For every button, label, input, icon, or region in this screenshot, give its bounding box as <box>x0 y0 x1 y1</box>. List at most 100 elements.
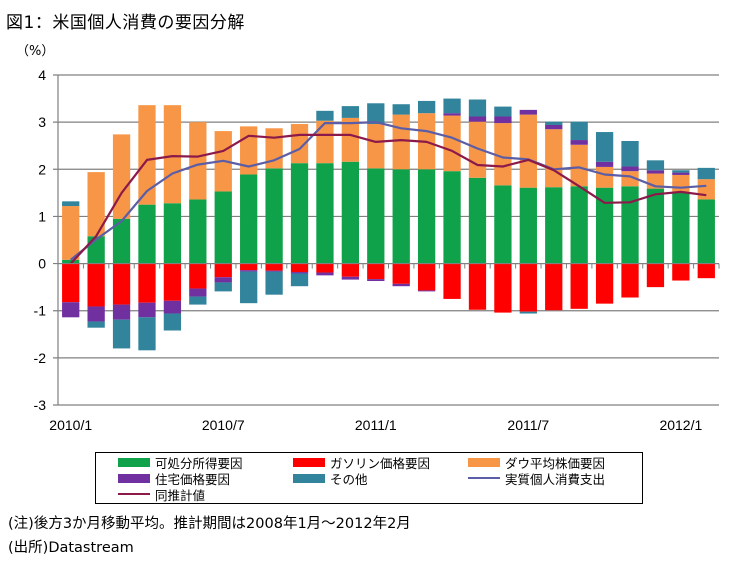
bar-dow <box>138 105 156 205</box>
bar-gasoline <box>545 263 563 311</box>
bar-other <box>62 201 80 207</box>
bar-housing <box>163 300 182 314</box>
bar-housing <box>290 272 309 274</box>
y-tick-label: -3 <box>34 397 47 413</box>
bar-housing <box>367 279 385 282</box>
bar-housing <box>341 276 360 280</box>
bar-dow <box>621 171 639 187</box>
bar-gasoline <box>163 263 182 301</box>
legend-item-estimate: 同推計値 <box>118 486 205 503</box>
bar-other <box>621 141 639 167</box>
bar-housing <box>468 116 487 122</box>
bar-housing <box>392 283 410 287</box>
y-tick-label: -2 <box>34 350 47 366</box>
legend-swatch-dow <box>468 457 500 467</box>
y-tick-label: 2 <box>38 161 46 177</box>
bar-disposable-income <box>417 169 436 264</box>
bar-other <box>214 282 232 292</box>
legend-item-actual: 実質個人消費支出 <box>468 470 606 487</box>
bar-gasoline <box>138 263 156 303</box>
bar-gasoline <box>240 263 258 271</box>
bar-dow <box>112 134 131 219</box>
bar-other <box>570 121 588 141</box>
bar-housing <box>62 302 80 318</box>
bar-other <box>265 271 283 295</box>
bar-disposable-income <box>138 204 156 264</box>
lines <box>69 120 707 265</box>
bar-housing <box>646 170 665 174</box>
bar-gasoline <box>367 263 385 280</box>
bar-disposable-income <box>214 191 232 264</box>
chart-title: 図1：米国個人消費の要因分解 <box>6 13 245 33</box>
bar-dow <box>163 105 182 204</box>
bar-gasoline <box>646 263 665 288</box>
legend-label: ガソリン価格要因 <box>330 455 431 471</box>
bar-housing <box>189 288 207 297</box>
bar-dow <box>519 114 537 188</box>
bar-disposable-income <box>189 199 207 264</box>
bar-gasoline <box>87 263 105 307</box>
bar-other <box>163 313 182 331</box>
legend-swatch-gasoline <box>293 457 325 467</box>
legend-label: 可処分所得要因 <box>155 455 243 471</box>
y-tick-label: 1 <box>38 208 46 224</box>
bar-gasoline <box>392 263 410 284</box>
legend-item-housing: 住宅価格要因 <box>118 470 230 487</box>
x-tick-label: 2010/1 <box>49 417 92 433</box>
bar-dow <box>341 117 360 162</box>
x-tick-label: 2011/7 <box>507 417 549 433</box>
bar-other <box>519 311 537 314</box>
bar-other <box>290 273 309 287</box>
bar-disposable-income <box>519 187 537 264</box>
note-source: (出所)Datastream <box>8 540 134 556</box>
bar-dow <box>545 129 563 188</box>
bar-disposable-income <box>341 161 360 264</box>
bar-disposable-income <box>290 163 309 264</box>
bars <box>62 98 715 351</box>
bar-gasoline <box>519 263 537 312</box>
bar-gasoline <box>570 263 588 309</box>
legend-label: 実質個人消費支出 <box>505 471 606 487</box>
legend-item-dow: ダウ平均株価要因 <box>468 454 605 471</box>
bar-dow <box>570 144 588 187</box>
bar-disposable-income <box>62 259 80 264</box>
bar-dow <box>87 172 105 237</box>
bar-other <box>595 132 614 162</box>
bar-disposable-income <box>570 186 588 264</box>
bar-housing <box>316 272 334 276</box>
bar-dow <box>392 114 410 170</box>
legend-item-other: その他 <box>293 470 368 487</box>
bar-other <box>138 317 156 351</box>
y-tick-label: 3 <box>38 114 46 130</box>
bar-disposable-income <box>316 163 334 264</box>
legend-line-estimate <box>118 493 150 495</box>
bar-disposable-income <box>494 185 512 264</box>
line-estimate <box>69 133 707 265</box>
x-tick-label: 2012/1 <box>659 417 702 433</box>
bar-dow <box>494 123 512 186</box>
x-tick-label: 2010/7 <box>202 417 245 433</box>
bar-gasoline <box>214 263 232 278</box>
bar-other <box>316 110 334 121</box>
bar-dow <box>595 166 614 188</box>
bar-disposable-income <box>367 168 385 264</box>
y-tick-label: 0 <box>38 256 46 272</box>
legend-swatch-housing <box>118 473 150 483</box>
bar-gasoline <box>621 263 639 298</box>
bar-other <box>468 99 487 117</box>
bar-dow <box>189 122 207 200</box>
y-tick-label: -1 <box>34 303 47 319</box>
bar-other <box>672 170 690 173</box>
bar-gasoline <box>595 263 614 304</box>
bar-housing <box>494 116 512 124</box>
bar-dow <box>697 179 715 200</box>
bar-housing <box>138 302 156 318</box>
bar-gasoline <box>672 263 690 281</box>
bar-housing <box>595 161 614 167</box>
bar-disposable-income <box>468 177 487 264</box>
bar-housing <box>621 166 639 172</box>
legend-line-actual <box>468 477 500 479</box>
bar-dow <box>62 206 80 260</box>
bar-other <box>443 98 461 114</box>
